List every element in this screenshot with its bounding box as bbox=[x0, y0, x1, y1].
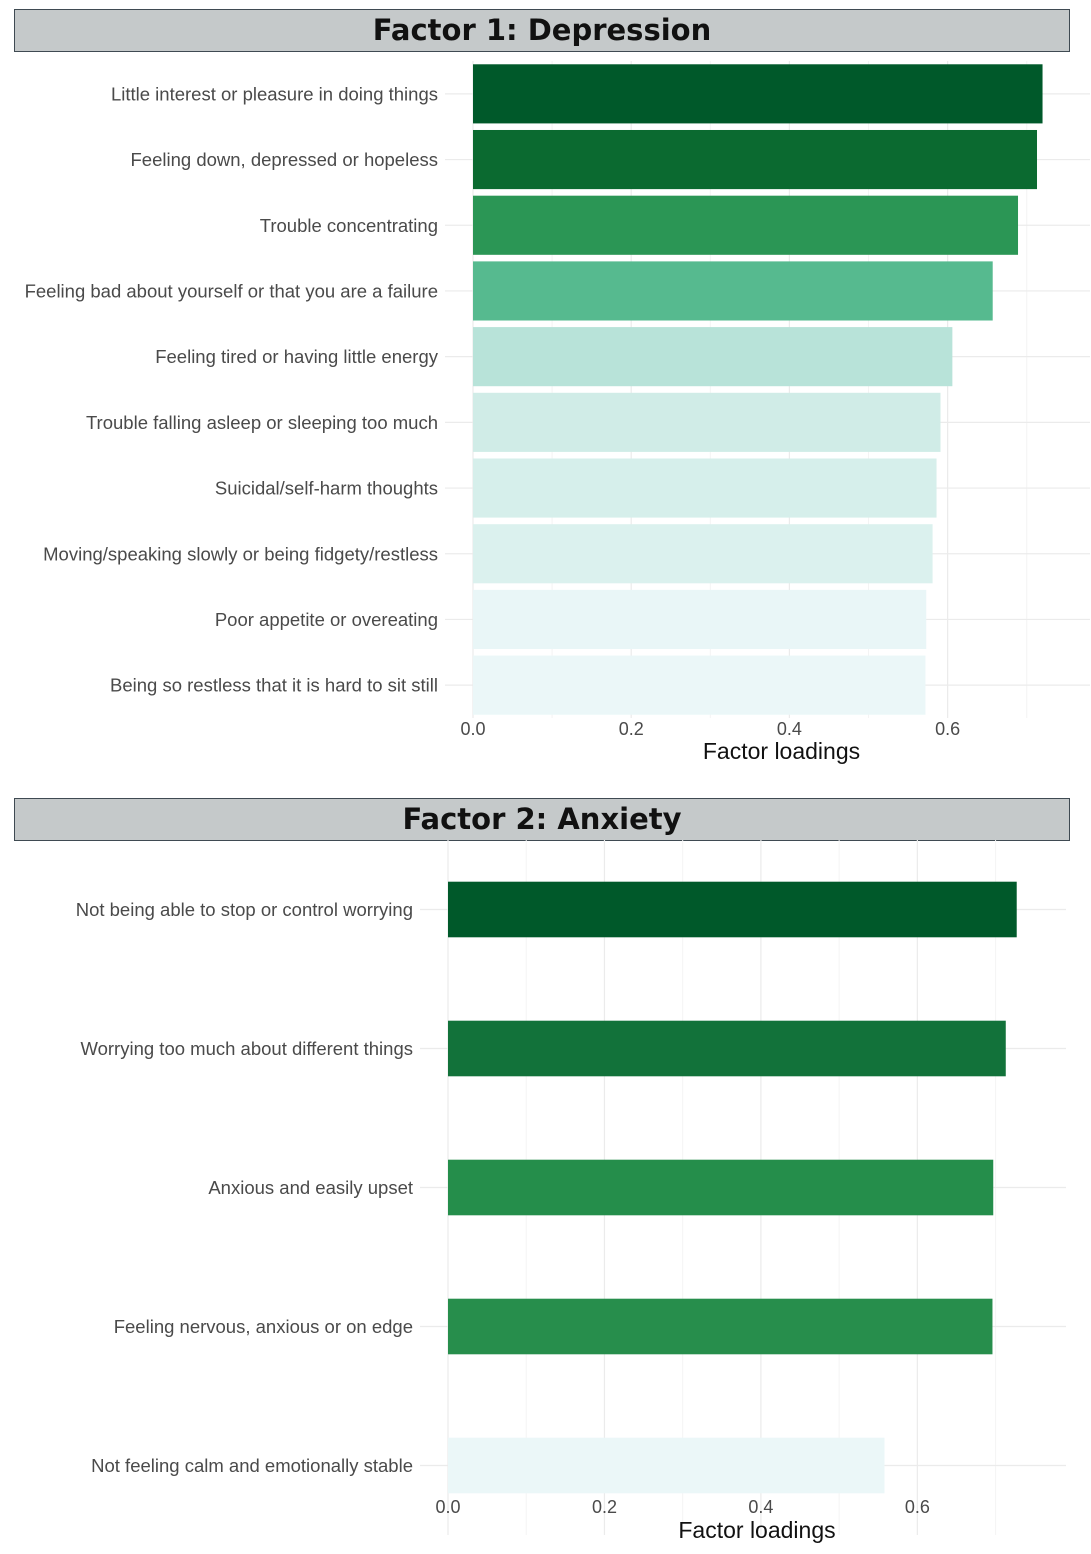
category-label: Not being able to stop or control worryi… bbox=[76, 899, 413, 920]
category-label: Feeling bad about yourself or that you a… bbox=[25, 280, 438, 301]
category-label: Being so restless that it is hard to sit… bbox=[110, 675, 438, 696]
category-label: Little interest or pleasure in doing thi… bbox=[111, 83, 438, 104]
category-label: Anxious and easily upset bbox=[208, 1177, 413, 1198]
bar bbox=[473, 129, 1038, 190]
x-tick-label: 0.4 bbox=[777, 719, 802, 739]
bar bbox=[448, 1020, 1006, 1077]
category-label: Feeling tired or having little energy bbox=[155, 346, 439, 367]
category-label: Suicidal/self-harm thoughts bbox=[215, 478, 438, 499]
category-label: Trouble concentrating bbox=[260, 215, 438, 236]
bar bbox=[473, 655, 926, 715]
category-label: Worrying too much about different things bbox=[80, 1038, 413, 1059]
bar bbox=[473, 64, 1043, 124]
x-tick-label: 0.2 bbox=[619, 719, 644, 739]
depression-chart: Little interest or pleasure in doing thi… bbox=[25, 61, 1090, 764]
x-tick-label: 0.2 bbox=[592, 1497, 617, 1517]
bar bbox=[473, 392, 941, 452]
category-label: Moving/speaking slowly or being fidgety/… bbox=[43, 543, 438, 564]
x-tick-label: 0.6 bbox=[905, 1497, 930, 1517]
x-tick-label: 0.4 bbox=[748, 1497, 773, 1517]
bar bbox=[473, 524, 933, 584]
bar bbox=[473, 458, 937, 518]
x-tick-label: 0.0 bbox=[435, 1497, 460, 1517]
anxiety-chart: Not being able to stop or control worryi… bbox=[76, 840, 1066, 1543]
x-axis-title: Factor loadings bbox=[678, 1517, 835, 1543]
bar bbox=[473, 327, 953, 387]
category-label: Poor appetite or overeating bbox=[215, 609, 438, 630]
bar bbox=[473, 261, 993, 321]
bar bbox=[473, 589, 927, 650]
bar bbox=[448, 1437, 885, 1494]
x-tick-label: 0.6 bbox=[935, 719, 960, 739]
bar bbox=[473, 195, 1019, 255]
x-axis-title: Factor loadings bbox=[703, 738, 860, 764]
category-label: Feeling down, depressed or hopeless bbox=[131, 149, 439, 170]
bar bbox=[448, 881, 1017, 938]
x-tick-label: 0.0 bbox=[460, 719, 485, 739]
depression-panel: Factor 1: Depression Little interest or … bbox=[14, 9, 1090, 764]
category-label: Not feeling calm and emotionally stable bbox=[91, 1455, 413, 1476]
panel-title: Factor 1: Depression bbox=[14, 9, 1070, 52]
bar bbox=[448, 1298, 993, 1355]
anxiety-panel: Factor 2: Anxiety Not being able to stop… bbox=[0, 790, 1091, 1554]
category-label: Feeling nervous, anxious or on edge bbox=[114, 1316, 413, 1337]
category-label: Trouble falling asleep or sleeping too m… bbox=[86, 412, 438, 433]
bar bbox=[448, 1159, 994, 1216]
panel-title: Factor 2: Anxiety bbox=[14, 798, 1070, 841]
